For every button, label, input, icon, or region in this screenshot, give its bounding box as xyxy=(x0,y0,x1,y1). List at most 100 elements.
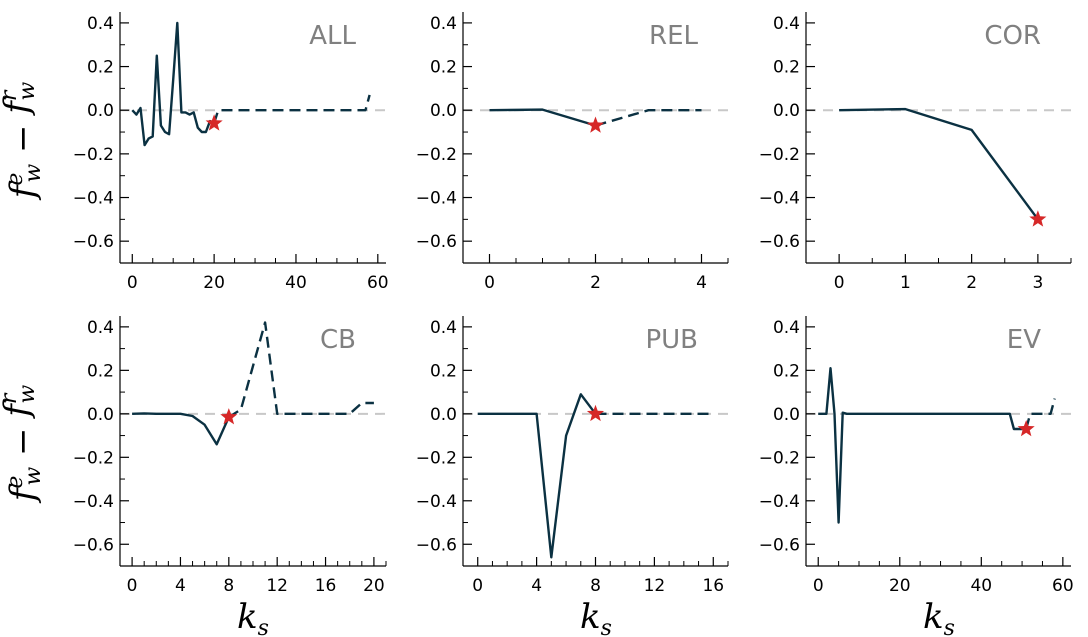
x-tick-label: 60 xyxy=(367,273,389,293)
x-tick-label: 8 xyxy=(223,576,234,596)
y-tick-label: 0.2 xyxy=(773,361,800,381)
x-tick-label: 40 xyxy=(970,576,992,596)
y-tick-label: −0.4 xyxy=(73,189,114,209)
y-tick-label: −0.4 xyxy=(416,189,457,209)
panel-title: COR xyxy=(984,21,1041,51)
panel-pub: −0.6 −0.4 −0.2 0.0 0.2 0.4 0 4 8 12 16 PUB xyxy=(416,316,729,596)
ylabel-subscript: w xyxy=(15,82,40,101)
y-tick-label: 0.0 xyxy=(773,101,800,121)
y-tick-label: −0.6 xyxy=(416,232,457,252)
ylabel-superscript: e xyxy=(3,476,28,489)
xlabel-main: k xyxy=(237,597,258,637)
x-axis-label: ks xyxy=(923,597,955,637)
y-tick-label: 0.2 xyxy=(87,361,114,381)
y-tick-label: 0.2 xyxy=(773,58,800,78)
y-tick-label: 0.2 xyxy=(430,361,457,381)
ylabel-superscript: r xyxy=(0,89,22,101)
y-tick-label: 0.0 xyxy=(430,101,457,121)
x-tick-label: 2 xyxy=(590,273,601,293)
x-tick-label: 20 xyxy=(889,576,911,596)
y-tick-label: −0.2 xyxy=(416,145,457,165)
ylabel-subscript: w xyxy=(15,385,40,404)
x-axis-label: ks xyxy=(237,597,269,637)
y-tick-label: 0.2 xyxy=(430,58,457,78)
ylabel-main: − xyxy=(3,417,43,467)
series-line-solid xyxy=(477,393,597,559)
x-tick-label: 4 xyxy=(531,576,542,596)
panel-rel: −0.6 −0.4 −0.2 0.0 0.2 0.4 0 2 4 REL xyxy=(416,12,729,293)
x-tick-label: 60 xyxy=(1052,576,1074,596)
ylabel-superscript: e xyxy=(3,173,28,186)
star-marker xyxy=(1017,420,1035,437)
y-tick-label: 0.4 xyxy=(773,14,800,34)
xlabel-subscript: s xyxy=(944,616,955,637)
panel-title: PUB xyxy=(645,325,698,355)
x-tick-label: 8 xyxy=(590,576,601,596)
y-tick-label: −0.2 xyxy=(759,448,800,468)
x-tick-label: 0 xyxy=(813,576,824,596)
y-tick-label: 0.0 xyxy=(87,101,114,121)
y-tick-label: 0.4 xyxy=(87,14,114,34)
series-line-solid xyxy=(489,108,596,127)
y-tick-label: −0.6 xyxy=(73,535,114,555)
ylabel-superscript: r xyxy=(0,392,22,404)
panel-title: CB xyxy=(320,325,356,355)
panel-title: EV xyxy=(1007,325,1041,355)
y-tick-label: 0.0 xyxy=(773,405,800,425)
series-line-solid xyxy=(839,107,1039,221)
x-tick-label: 4 xyxy=(696,273,707,293)
y-tick-label: −0.6 xyxy=(73,232,114,252)
panel-ev: −0.6 −0.4 −0.2 0.0 0.2 0.4 0 20 40 60 EV xyxy=(759,316,1074,596)
star-marker xyxy=(205,114,223,131)
panel-title: ALL xyxy=(309,21,356,51)
y-tick-label: −0.4 xyxy=(759,189,800,209)
series-line-dashed xyxy=(595,108,702,127)
x-tick-label: 0 xyxy=(834,273,845,293)
x-tick-label: 0 xyxy=(127,273,138,293)
ylabel-main: − xyxy=(3,114,43,164)
y-tick-label: −0.4 xyxy=(73,492,114,512)
ylabel-subscript: w xyxy=(21,164,46,183)
y-tick-label: 0.2 xyxy=(87,58,114,78)
star-marker xyxy=(220,408,238,425)
y-axis-label: few − frw xyxy=(0,82,46,202)
star-marker xyxy=(586,116,605,133)
y-tick-label: −0.4 xyxy=(416,492,457,512)
star-marker xyxy=(586,404,605,422)
series-line-solid xyxy=(818,367,1027,524)
panel-all: −0.6 −0.4 −0.2 0.0 0.2 0.4 0 20 40 60 ALL xyxy=(73,12,389,293)
series-line-solid xyxy=(132,412,230,446)
y-tick-label: −0.2 xyxy=(73,448,114,468)
x-tick-label: 12 xyxy=(266,576,288,596)
star-marker xyxy=(1029,210,1047,227)
y-tick-label: −0.2 xyxy=(759,145,800,165)
series-line-solid xyxy=(131,21,215,147)
series-line-dashed xyxy=(1025,398,1056,430)
x-tick-label: 2 xyxy=(966,273,977,293)
y-tick-label: 0.4 xyxy=(773,318,800,338)
x-tick-label: 40 xyxy=(285,273,307,293)
y-tick-label: −0.2 xyxy=(416,448,457,468)
panel-cb: −0.6 −0.4 −0.2 0.0 0.2 0.4 0 4 8 12 16 20 CB xyxy=(73,316,387,596)
y-tick-label: −0.6 xyxy=(416,535,457,555)
y-tick-label: −0.2 xyxy=(73,145,114,165)
y-axis-label: few − frw xyxy=(0,385,46,505)
y-tick-label: 0.0 xyxy=(430,405,457,425)
x-tick-label: 12 xyxy=(644,576,666,596)
ylabel-subscript: w xyxy=(21,467,46,486)
y-tick-label: −0.6 xyxy=(759,535,800,555)
y-tick-label: 0.4 xyxy=(87,318,114,338)
x-tick-label: 0 xyxy=(127,576,138,596)
series-line-dashed xyxy=(212,94,371,124)
panel-title: REL xyxy=(649,21,698,51)
x-tick-label: 20 xyxy=(203,273,225,293)
x-tick-label: 1 xyxy=(900,273,911,293)
x-tick-label: 16 xyxy=(315,576,337,596)
x-axis-label: ks xyxy=(580,597,612,637)
x-tick-label: 16 xyxy=(702,576,724,596)
y-tick-label: 0.4 xyxy=(430,14,457,34)
xlabel-main: k xyxy=(580,597,601,637)
y-tick-label: −0.6 xyxy=(759,232,800,252)
xlabel-subscript: s xyxy=(258,616,269,637)
